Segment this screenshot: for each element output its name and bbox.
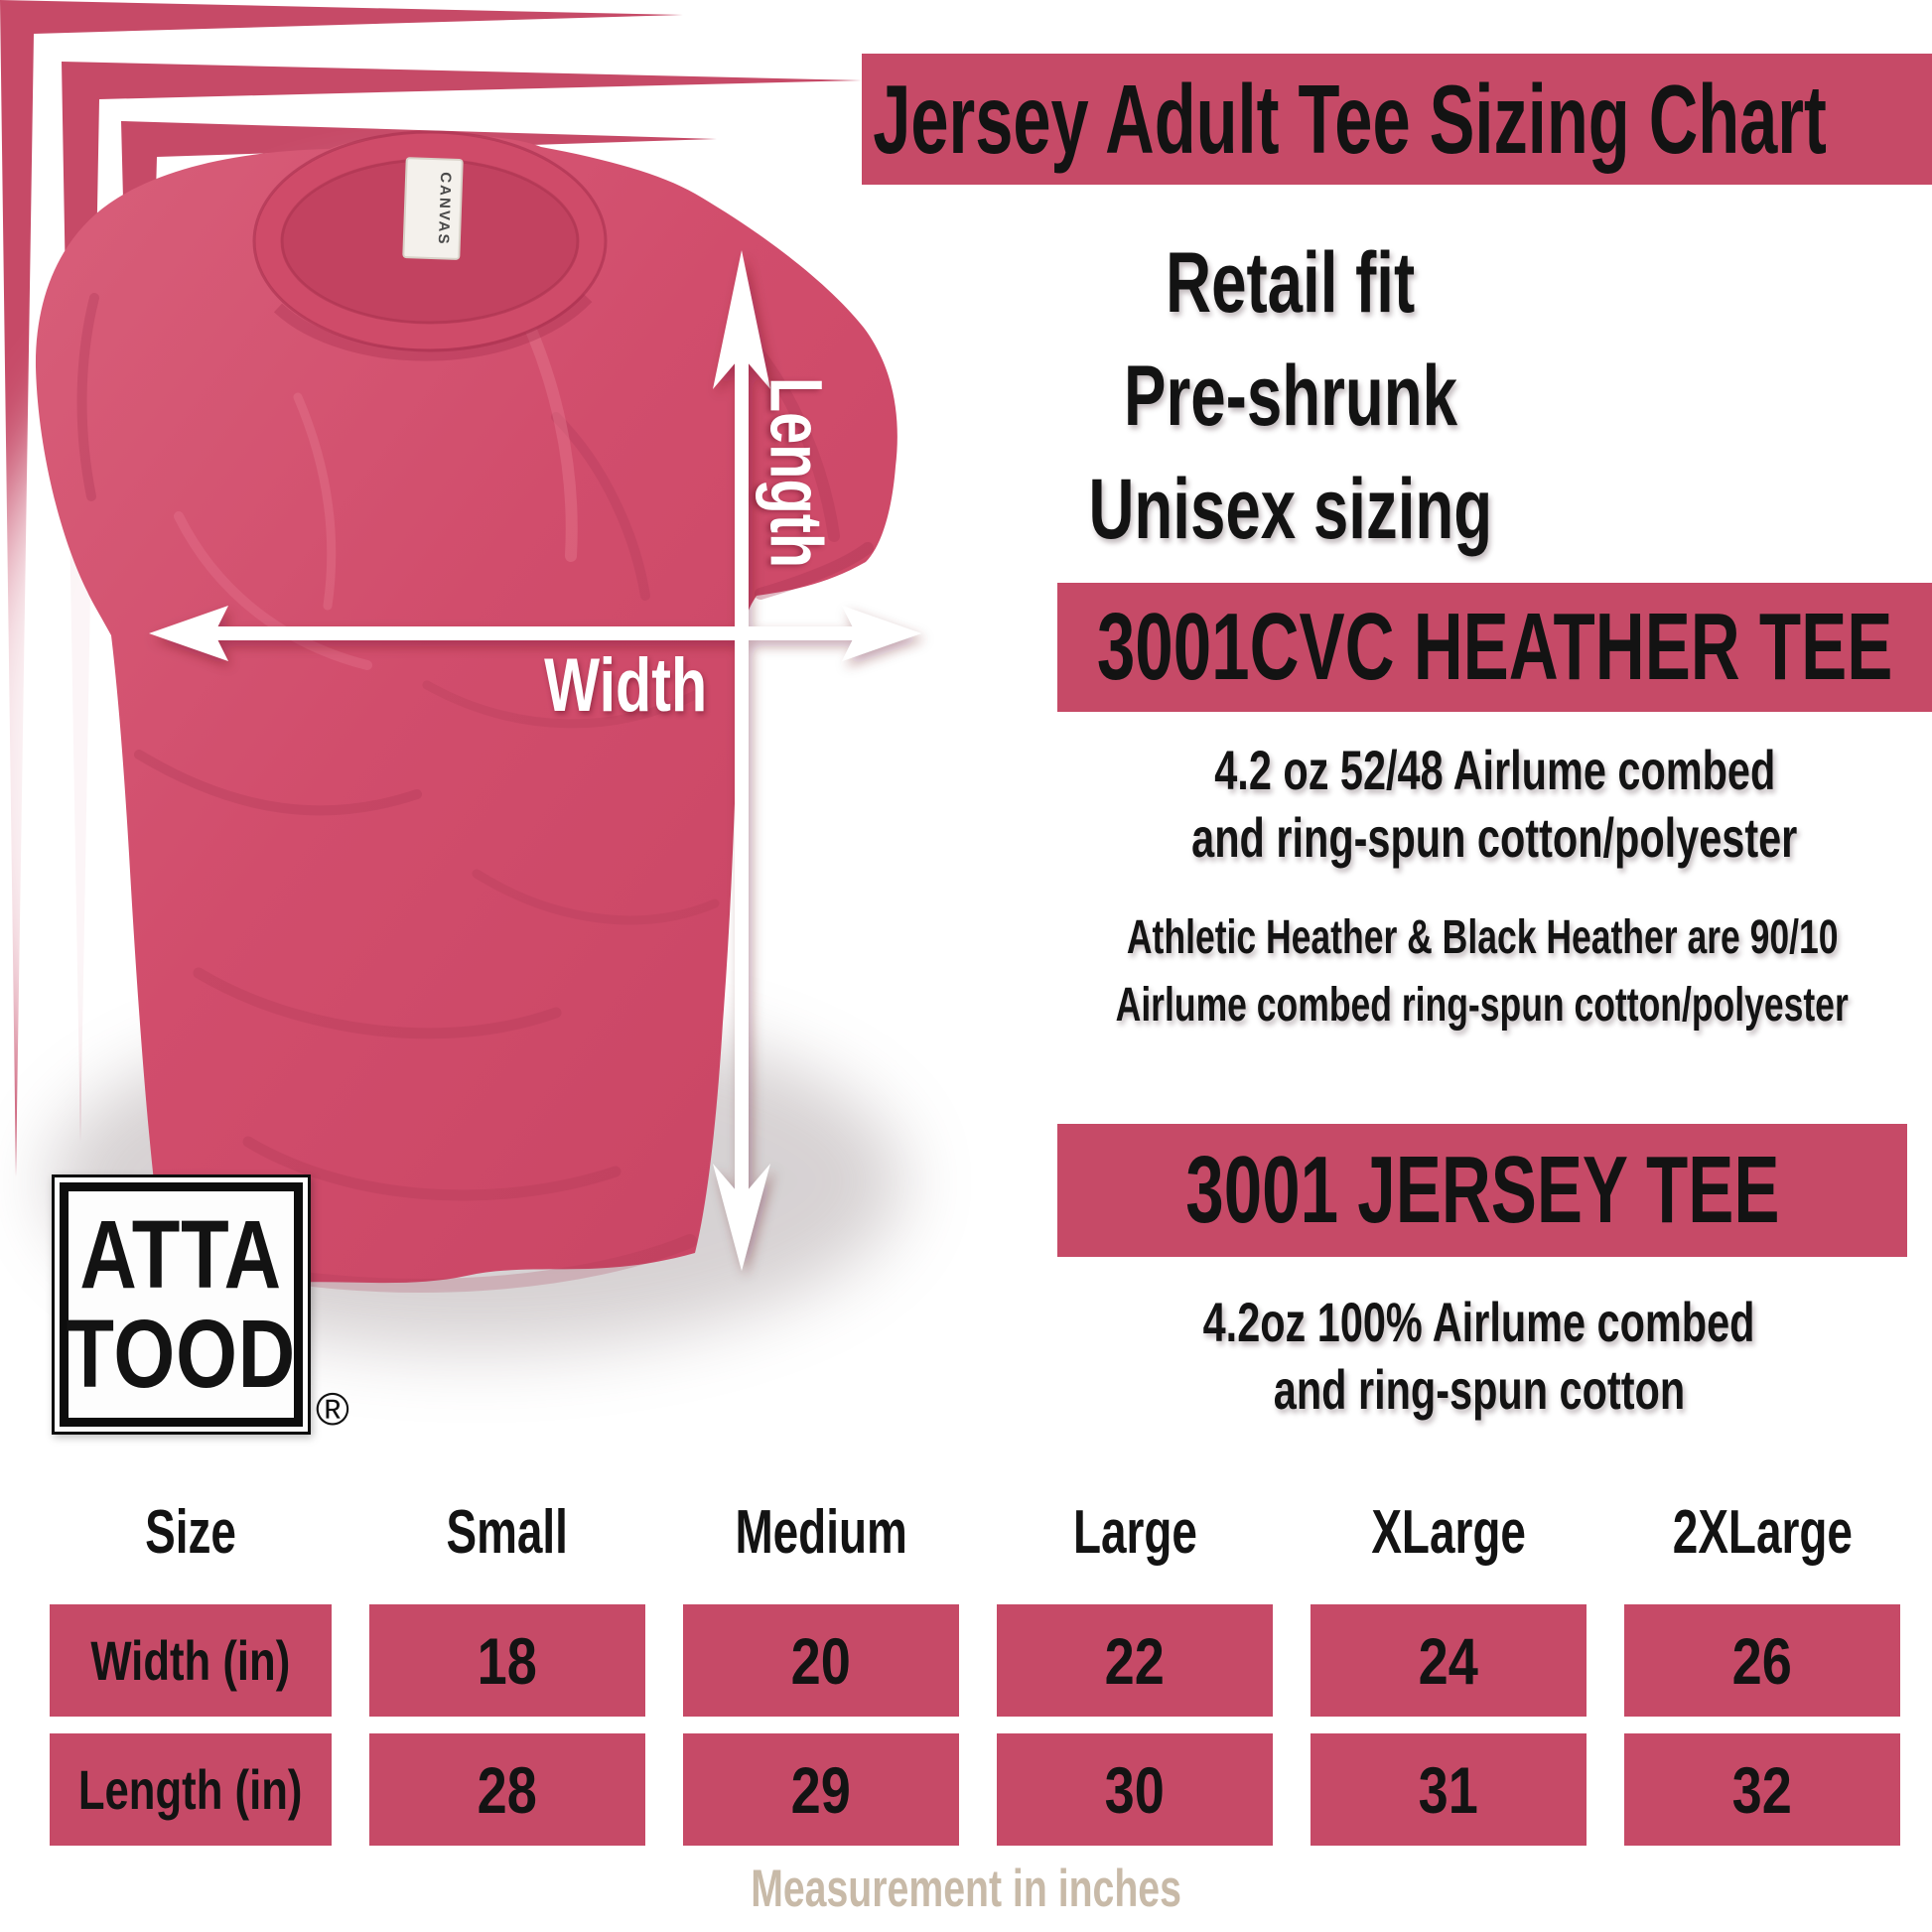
measurement-units-note: Measurement in inches (751, 1859, 1181, 1918)
feature-pre-shrunk: Pre-shrunk (1124, 347, 1457, 444)
product-jersey-desc-line2: and ring-spun cotton (1273, 1357, 1686, 1421)
product-jersey-name: 3001 JERSEY TEE (1184, 1137, 1780, 1243)
brand-logo: ATTA TOOD (52, 1174, 311, 1435)
size-table: Size Small Medium Large XLarge 2XLarge W… (50, 1489, 1900, 1846)
tshirt-body (35, 134, 897, 1289)
size-table-header-large: Large (1072, 1497, 1197, 1567)
product-cvc-name: 3001CVC HEATHER TEE (1096, 594, 1893, 700)
length-arrow (713, 250, 770, 1271)
feature-retail-fit: Retail fit (1166, 234, 1416, 331)
width-row-value-large: 22 (997, 1604, 1273, 1717)
product-jersey-band: 3001 JERSEY TEE (1057, 1124, 1907, 1257)
product-cvc-note-line1: Athletic Heather & Black Heather are 90/… (1126, 910, 1839, 964)
length-row-value-medium: 29 (683, 1733, 959, 1846)
size-table-header-small: Small (446, 1497, 569, 1567)
table-spacer (50, 1717, 1900, 1733)
tshirt-photo: CANVAS (35, 130, 897, 1293)
width-row-value-xlarge: 24 (1311, 1604, 1587, 1717)
product-cvc-desc-line1: 4.2 oz 52/48 Airlume combed (1213, 738, 1776, 801)
product-cvc-note-line2: Airlume combed ring-spun cotton/polyeste… (1115, 978, 1850, 1032)
care-tag-text: CANVAS (435, 172, 455, 246)
registered-trademark-symbol: ® (316, 1383, 349, 1435)
brand-logo-line2: TOOD (66, 1300, 297, 1408)
brand-logo-frame: ATTA TOOD (60, 1182, 303, 1427)
size-table-header-size: Size (145, 1497, 236, 1567)
length-row-value-small: 28 (369, 1733, 645, 1846)
size-table-header-medium: Medium (735, 1497, 907, 1567)
page-title: Jersey Adult Tee Sizing Chart (873, 64, 1827, 174)
size-table-header-2xlarge: 2XLarge (1672, 1497, 1853, 1567)
length-row-value-xlarge: 31 (1311, 1733, 1587, 1846)
product-jersey-desc-line1: 4.2oz 100% Airlume combed (1203, 1290, 1755, 1353)
width-dimension-label: Width (543, 642, 708, 728)
brand-logo-line1: ATTA (79, 1200, 283, 1309)
width-row-value-2xlarge: 26 (1624, 1604, 1900, 1717)
table-spacer (50, 1575, 1900, 1604)
length-row-value-large: 30 (997, 1733, 1273, 1846)
feature-unisex-sizing: Unisex sizing (1088, 461, 1493, 557)
length-row-label: Length (in) (50, 1733, 332, 1846)
care-tag: CANVAS (402, 157, 464, 260)
width-row-label: Width (in) (50, 1604, 332, 1717)
product-cvc-band: 3001CVC HEATHER TEE (1057, 583, 1932, 712)
width-row-value-medium: 20 (683, 1604, 959, 1717)
title-band: Jersey Adult Tee Sizing Chart (862, 54, 1932, 185)
length-row-value-2xlarge: 32 (1624, 1733, 1900, 1846)
product-cvc-desc-line2: and ring-spun cotton/polyester (1191, 805, 1798, 869)
size-table-header-xlarge: XLarge (1371, 1497, 1526, 1567)
width-row-value-small: 18 (369, 1604, 645, 1717)
width-arrow (149, 606, 921, 661)
